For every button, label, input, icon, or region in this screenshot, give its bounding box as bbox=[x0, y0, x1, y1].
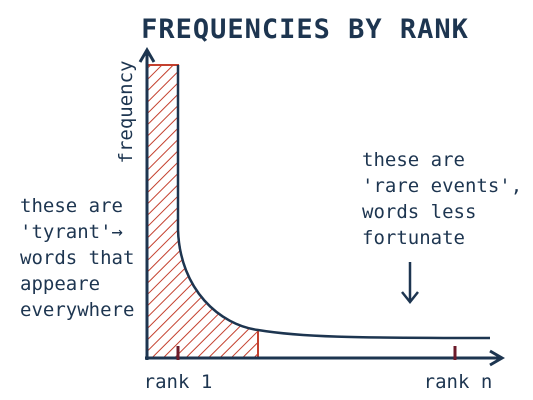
left-note-line: these are bbox=[20, 195, 123, 217]
left-note-line: everywhere bbox=[20, 299, 134, 321]
x-label: rank n bbox=[424, 371, 493, 393]
y-axis-label: frequency bbox=[115, 61, 137, 164]
title: FREQUENCIES BY RANK bbox=[141, 14, 469, 45]
arrow-head bbox=[401, 291, 419, 305]
right-note-line: these are bbox=[362, 149, 465, 171]
left-note-line: 'tyrant'→ bbox=[20, 221, 123, 243]
x-axis-arrow bbox=[489, 349, 505, 367]
left-note-line: words that bbox=[20, 247, 134, 269]
right-note-line: 'rare events', bbox=[362, 175, 522, 197]
x-label: rank 1 bbox=[144, 371, 213, 393]
right-note-line: words less bbox=[362, 201, 476, 223]
y-axis-arrow bbox=[138, 47, 156, 63]
left-note-line: appeare bbox=[20, 273, 100, 295]
curve bbox=[176, 65, 491, 340]
right-note-line: fortunate bbox=[362, 227, 465, 249]
hatched-area bbox=[146, 64, 259, 359]
